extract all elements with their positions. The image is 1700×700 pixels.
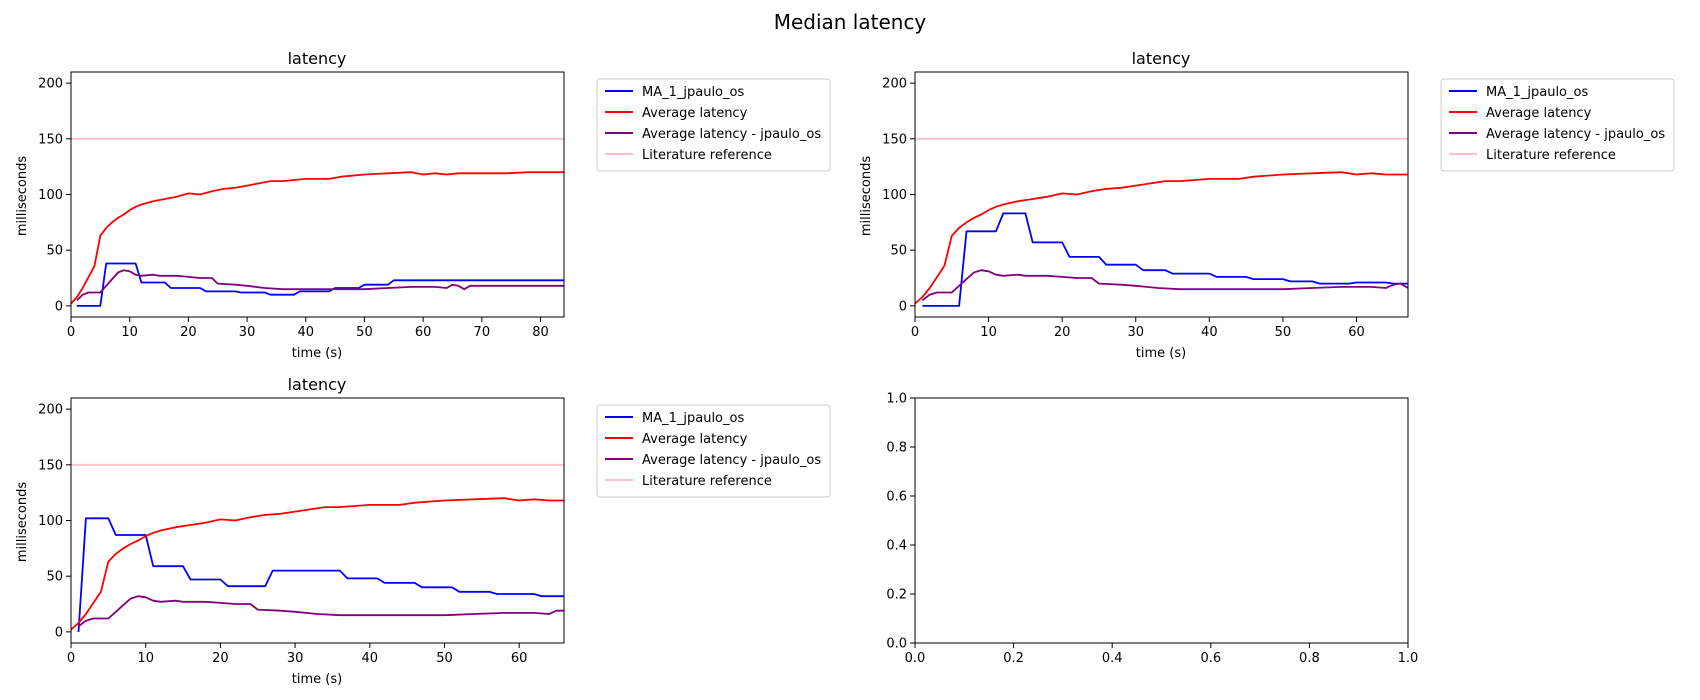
x-tick-label: 0 — [67, 325, 75, 340]
series-group — [71, 463, 564, 632]
x-tick-label: 80 — [532, 325, 549, 340]
x-tick-label: 20 — [1054, 325, 1071, 340]
series-line-average-latency-jpaulo-os — [76, 269, 564, 301]
legend-label: Literature reference — [1486, 148, 1616, 163]
x-tick-label: 40 — [1201, 325, 1218, 340]
y-tick-label: 0.8 — [886, 441, 907, 456]
y-tick-label: 50 — [46, 244, 63, 259]
series-line-average-latency — [71, 171, 564, 305]
plot-title: latency — [288, 375, 347, 394]
legend-label: Average latency - jpaulo_os — [642, 453, 821, 468]
series-line-average-latency — [915, 171, 1408, 305]
x-tick-label: 40 — [362, 651, 379, 666]
y-tick-label: 200 — [38, 403, 63, 418]
x-tick-label: 10 — [137, 651, 154, 666]
legend-label: Average latency - jpaulo_os — [642, 127, 821, 142]
legend-box — [596, 78, 831, 172]
axes-frame — [70, 397, 565, 644]
x-tick-label: 30 — [239, 325, 256, 340]
subplot-2: latency time (s) milliseconds 0 10 20 30 40 5… — [859, 49, 1675, 361]
legend: MA_1_jpaulo_os Average latency Average lat… — [596, 78, 831, 172]
axes-frame — [914, 71, 1409, 318]
y-tick-label: 0 — [55, 625, 63, 640]
legend-label: Average latency — [642, 106, 748, 121]
y-tick-label: 150 — [38, 132, 63, 147]
y-axis-label: milliseconds — [15, 156, 30, 236]
x-tick-label: 60 — [511, 651, 528, 666]
legend: MA_1_jpaulo_os Average latency Average lat… — [596, 404, 831, 498]
x-tick-label: 0.8 — [1299, 651, 1320, 666]
legend-label: Average latency — [642, 432, 748, 447]
y-tick-label: 100 — [882, 188, 907, 203]
y-tick-label: 200 — [38, 77, 63, 92]
subplot-1: latency time (s) milliseconds 0 10 20 30 40 5… — [15, 49, 831, 361]
x-tick-label: 0.0 — [905, 651, 926, 666]
series-line-ma-1-jpaulo-os — [76, 262, 564, 307]
x-axis-label: time (s) — [292, 672, 342, 687]
legend-box — [596, 404, 831, 498]
y-tick-label: 200 — [882, 77, 907, 92]
legend-label: Average latency — [1486, 106, 1592, 121]
series-line-ma-1-jpaulo-os — [922, 212, 1408, 307]
x-tick-label: 1.0 — [1398, 651, 1419, 666]
x-tick-label: 0 — [911, 325, 919, 340]
y-tick-label: 100 — [38, 188, 63, 203]
x-axis-label: time (s) — [292, 346, 342, 361]
series-line-average-latency — [71, 497, 564, 631]
legend-label: Literature reference — [642, 474, 772, 489]
figure-title: Median latency — [774, 10, 927, 34]
axes-frame — [914, 397, 1409, 644]
y-axis-label: milliseconds — [859, 156, 874, 236]
x-tick-label: 40 — [297, 325, 314, 340]
x-tick-label: 50 — [1275, 325, 1292, 340]
x-tick-label: 0 — [67, 651, 75, 666]
y-tick-label: 50 — [890, 244, 907, 259]
y-tick-label: 1.0 — [886, 392, 907, 407]
series-line-ma-1-jpaulo-os — [77, 517, 564, 632]
x-tick-label: 20 — [180, 325, 197, 340]
y-tick-label: 0.6 — [886, 490, 907, 505]
x-tick-label: 50 — [356, 325, 373, 340]
legend-label: Literature reference — [642, 148, 772, 163]
x-axis-label: time (s) — [1136, 346, 1186, 361]
x-tick-label: 60 — [1348, 325, 1365, 340]
series-group — [71, 137, 564, 307]
subplot-4: 0.0 0.2 0.4 0.6 0.8 1.0 0.0 0.2 0.4 0.6 0.8 1.0 — [886, 392, 1418, 667]
x-tick-label: 50 — [436, 651, 453, 666]
series-line-average-latency-jpaulo-os — [77, 595, 564, 628]
y-tick-label: 150 — [38, 458, 63, 473]
legend-box — [1440, 78, 1675, 172]
y-tick-label: 0.2 — [886, 588, 907, 603]
series-group — [915, 137, 1408, 307]
y-tick-label: 0 — [55, 299, 63, 314]
x-tick-label: 10 — [121, 325, 138, 340]
x-tick-label: 0.4 — [1102, 651, 1123, 666]
legend-label: MA_1_jpaulo_os — [642, 411, 744, 426]
y-tick-label: 100 — [38, 514, 63, 529]
x-tick-label: 60 — [415, 325, 432, 340]
x-tick-label: 70 — [474, 325, 491, 340]
x-tick-label: 20 — [212, 651, 229, 666]
x-tick-label: 0.2 — [1003, 651, 1024, 666]
x-tick-label: 0.6 — [1200, 651, 1221, 666]
x-tick-label: 30 — [1127, 325, 1144, 340]
series-line-average-latency-jpaulo-os — [921, 269, 1408, 302]
x-tick-label: 10 — [980, 325, 997, 340]
plot-title: latency — [288, 49, 347, 68]
y-tick-label: 0.4 — [886, 539, 907, 554]
legend: MA_1_jpaulo_os Average latency Average lat… — [1440, 78, 1675, 172]
plot-title: latency — [1132, 49, 1191, 68]
y-tick-label: 50 — [46, 570, 63, 585]
y-tick-label: 150 — [882, 132, 907, 147]
subplot-3: latency time (s) milliseconds 0 10 20 30 40 5… — [15, 375, 831, 687]
legend-label: Average latency - jpaulo_os — [1486, 127, 1665, 142]
y-tick-label: 0 — [899, 299, 907, 314]
x-tick-label: 30 — [287, 651, 304, 666]
y-tick-label: 0.0 — [886, 637, 907, 652]
legend-label: MA_1_jpaulo_os — [1486, 85, 1588, 100]
legend-label: MA_1_jpaulo_os — [642, 85, 744, 100]
y-axis-label: milliseconds — [15, 482, 30, 562]
